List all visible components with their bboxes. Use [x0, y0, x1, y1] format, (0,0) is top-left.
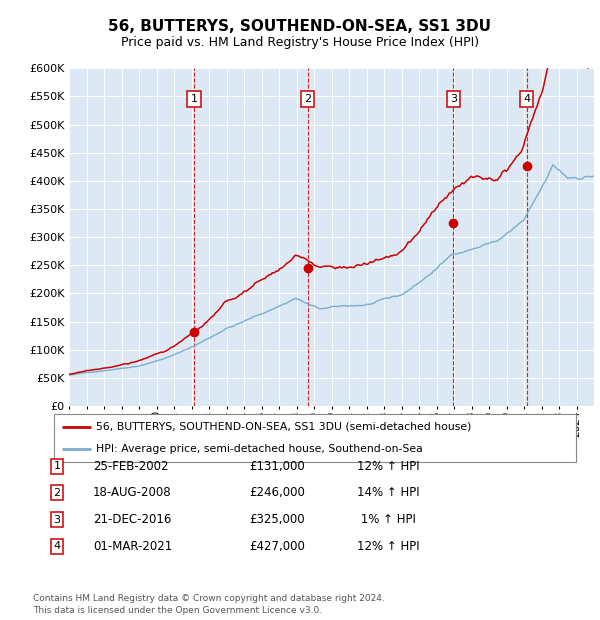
Text: £246,000: £246,000 — [249, 487, 305, 499]
Text: 3: 3 — [53, 515, 61, 525]
Text: 18-AUG-2008: 18-AUG-2008 — [93, 487, 172, 499]
Text: 1: 1 — [53, 461, 61, 471]
Text: 2: 2 — [304, 94, 311, 104]
Text: £427,000: £427,000 — [249, 540, 305, 552]
Text: 4: 4 — [523, 94, 530, 104]
Text: £325,000: £325,000 — [249, 513, 305, 526]
Text: 3: 3 — [450, 94, 457, 104]
Text: 56, BUTTERYS, SOUTHEND-ON-SEA, SS1 3DU (semi-detached house): 56, BUTTERYS, SOUTHEND-ON-SEA, SS1 3DU (… — [96, 422, 471, 432]
Text: 56, BUTTERYS, SOUTHEND-ON-SEA, SS1 3DU: 56, BUTTERYS, SOUTHEND-ON-SEA, SS1 3DU — [109, 19, 491, 33]
Text: 12% ↑ HPI: 12% ↑ HPI — [357, 460, 419, 472]
Text: HPI: Average price, semi-detached house, Southend-on-Sea: HPI: Average price, semi-detached house,… — [96, 444, 422, 454]
Text: 01-MAR-2021: 01-MAR-2021 — [93, 540, 172, 552]
Text: 4: 4 — [53, 541, 61, 551]
Text: 14% ↑ HPI: 14% ↑ HPI — [357, 487, 419, 499]
Text: 21-DEC-2016: 21-DEC-2016 — [93, 513, 172, 526]
Text: Price paid vs. HM Land Registry's House Price Index (HPI): Price paid vs. HM Land Registry's House … — [121, 36, 479, 49]
Text: 25-FEB-2002: 25-FEB-2002 — [93, 460, 169, 472]
Text: £131,000: £131,000 — [249, 460, 305, 472]
Text: 12% ↑ HPI: 12% ↑ HPI — [357, 540, 419, 552]
Text: Contains HM Land Registry data © Crown copyright and database right 2024.
This d: Contains HM Land Registry data © Crown c… — [33, 594, 385, 615]
Text: 1% ↑ HPI: 1% ↑ HPI — [357, 513, 416, 526]
Text: 1: 1 — [190, 94, 197, 104]
FancyBboxPatch shape — [54, 414, 576, 462]
Text: 2: 2 — [53, 488, 61, 498]
